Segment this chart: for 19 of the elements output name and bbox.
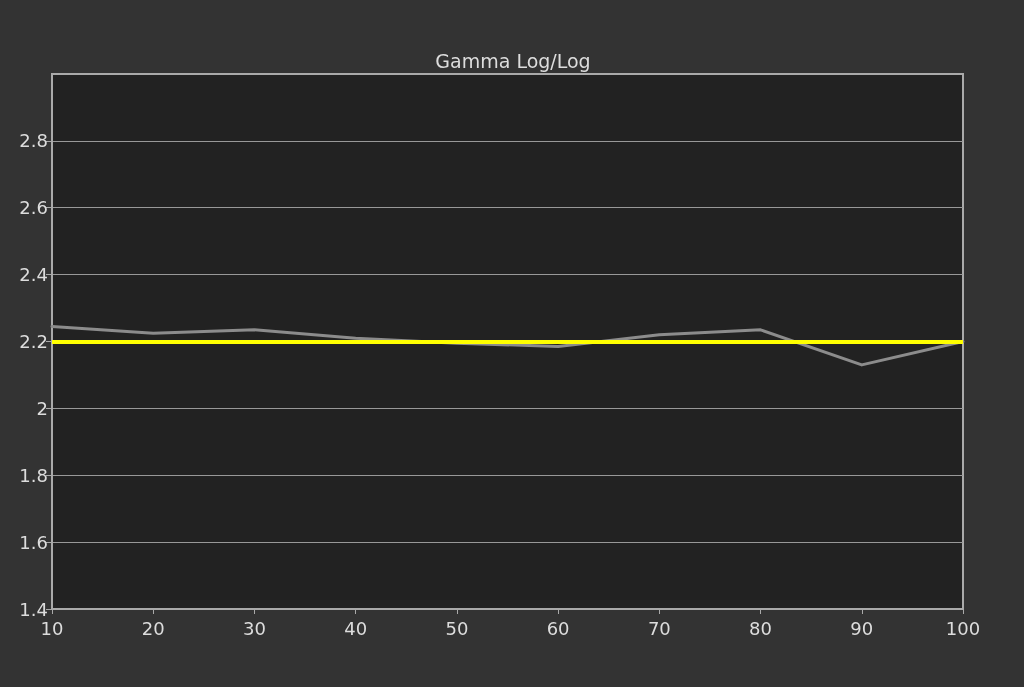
x-tick-label: 40 [344, 617, 368, 639]
y-tick-label: 2 [36, 397, 48, 419]
x-tick-label: 90 [850, 617, 874, 639]
y-tick-label: 2.4 [19, 264, 48, 286]
x-tick-label: 80 [749, 617, 773, 639]
x-tick-label: 60 [546, 617, 570, 639]
chart-title: Gamma Log/Log [435, 49, 591, 72]
x-tick-label: 70 [647, 617, 671, 639]
x-tick-label: 10 [40, 617, 64, 639]
y-tick-label: 2.8 [19, 130, 48, 152]
x-tick-label: 50 [445, 617, 469, 639]
x-tick-label: 20 [141, 617, 165, 639]
x-tick-label: 100 [945, 617, 981, 639]
y-tick-label: 1.6 [19, 531, 48, 553]
x-tick-label: 30 [242, 617, 266, 639]
y-tick-label: 2.6 [19, 197, 48, 219]
y-tick-label: 1.8 [19, 464, 48, 486]
y-tick-label: 2.2 [19, 331, 48, 352]
y-tick-label: 1.4 [19, 598, 48, 620]
